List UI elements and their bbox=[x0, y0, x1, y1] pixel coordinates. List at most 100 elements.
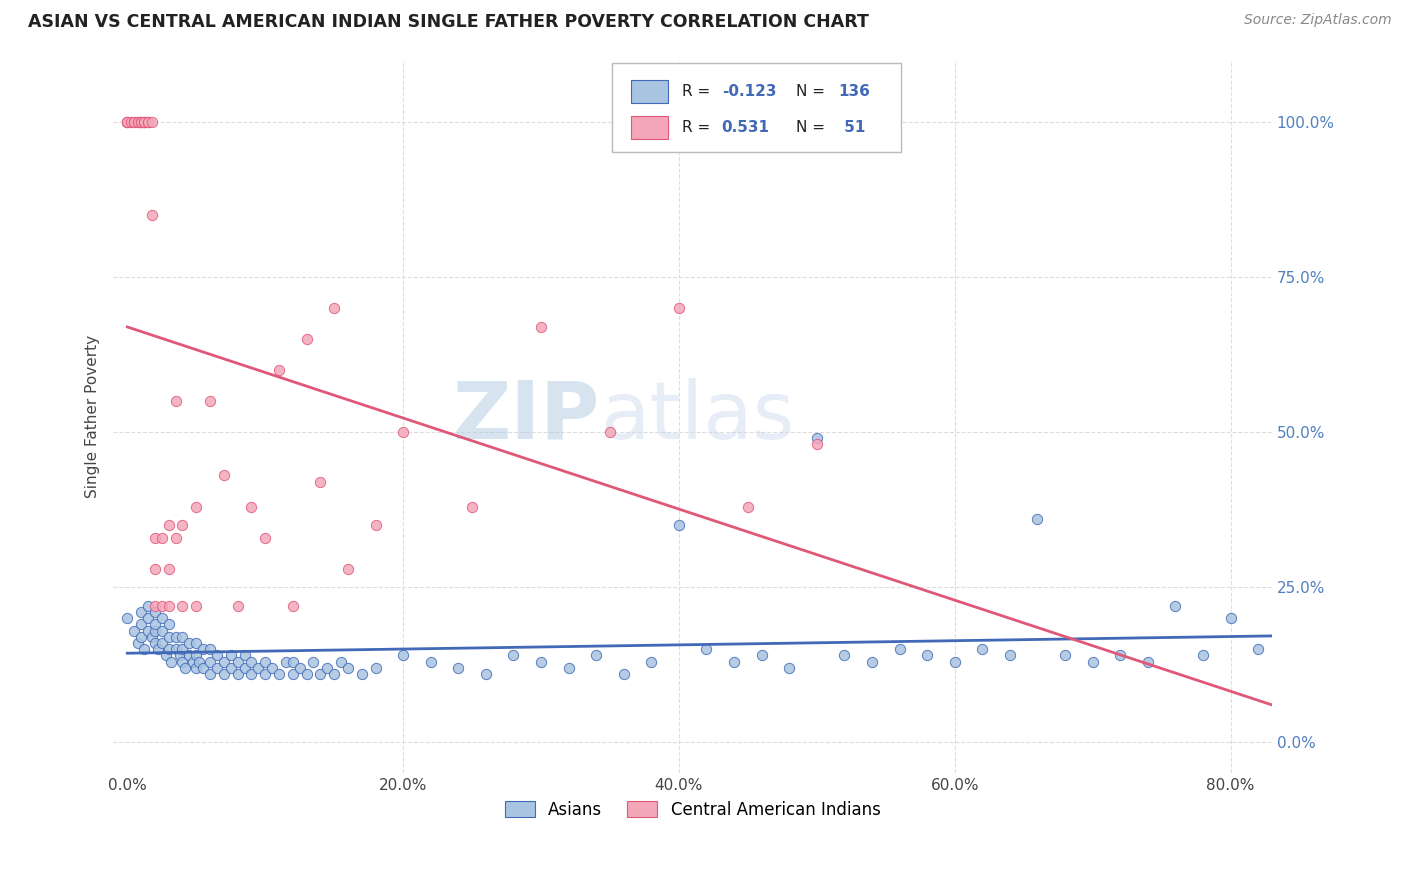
Point bbox=[186, 648, 208, 663]
Text: N =: N = bbox=[796, 120, 830, 136]
Point bbox=[188, 655, 211, 669]
Point bbox=[461, 500, 484, 514]
Point bbox=[117, 114, 139, 128]
Point bbox=[336, 561, 359, 575]
Point bbox=[302, 655, 325, 669]
Point bbox=[557, 661, 579, 675]
Point bbox=[186, 661, 208, 675]
Point bbox=[419, 655, 441, 669]
Point bbox=[323, 301, 346, 315]
Point bbox=[172, 655, 194, 669]
Point bbox=[155, 648, 177, 663]
Point bbox=[309, 667, 332, 681]
Point bbox=[281, 667, 304, 681]
Point bbox=[695, 642, 717, 657]
Point bbox=[254, 531, 277, 545]
Point bbox=[295, 332, 318, 346]
Point bbox=[117, 114, 139, 128]
Point bbox=[330, 655, 353, 669]
Point bbox=[172, 642, 194, 657]
Point bbox=[198, 667, 221, 681]
Point bbox=[143, 599, 166, 613]
Text: 0.531: 0.531 bbox=[721, 120, 769, 136]
Point bbox=[316, 661, 339, 675]
Point bbox=[392, 648, 415, 663]
Point bbox=[143, 605, 166, 619]
Point bbox=[127, 636, 149, 650]
Point bbox=[1081, 655, 1104, 669]
Point bbox=[915, 648, 938, 663]
FancyBboxPatch shape bbox=[631, 79, 668, 103]
Point bbox=[998, 648, 1021, 663]
Point bbox=[136, 599, 159, 613]
Point bbox=[157, 630, 180, 644]
Point bbox=[132, 642, 155, 657]
Text: -0.123: -0.123 bbox=[721, 85, 776, 99]
Point bbox=[191, 642, 214, 657]
Point bbox=[834, 648, 856, 663]
Point bbox=[179, 636, 201, 650]
Point bbox=[198, 394, 221, 409]
Point bbox=[943, 655, 966, 669]
Point bbox=[136, 624, 159, 638]
Point bbox=[502, 648, 524, 663]
Point bbox=[226, 655, 249, 669]
Point bbox=[1136, 655, 1159, 669]
Point bbox=[336, 661, 359, 675]
Point bbox=[122, 114, 145, 128]
Point bbox=[198, 642, 221, 657]
Point bbox=[364, 518, 387, 533]
Point bbox=[157, 518, 180, 533]
Point bbox=[226, 667, 249, 681]
Point bbox=[1219, 611, 1241, 625]
Point bbox=[233, 648, 256, 663]
FancyBboxPatch shape bbox=[631, 116, 668, 138]
Point bbox=[1026, 512, 1049, 526]
Y-axis label: Single Father Poverty: Single Father Poverty bbox=[86, 335, 100, 498]
Point bbox=[150, 531, 173, 545]
Point bbox=[205, 648, 228, 663]
Point bbox=[751, 648, 773, 663]
Point bbox=[599, 425, 621, 439]
Point bbox=[668, 301, 690, 315]
Point bbox=[122, 114, 145, 128]
Point bbox=[122, 624, 145, 638]
Point bbox=[240, 667, 263, 681]
Point bbox=[157, 561, 180, 575]
Point bbox=[186, 599, 208, 613]
Point bbox=[281, 599, 304, 613]
Point bbox=[132, 114, 155, 128]
Point bbox=[778, 661, 800, 675]
Point bbox=[117, 611, 139, 625]
Point bbox=[233, 661, 256, 675]
Point bbox=[254, 655, 277, 669]
Point bbox=[198, 655, 221, 669]
Point bbox=[288, 661, 311, 675]
Point bbox=[240, 500, 263, 514]
Point bbox=[186, 636, 208, 650]
Point bbox=[157, 642, 180, 657]
Point bbox=[350, 667, 373, 681]
Point bbox=[212, 667, 235, 681]
Point bbox=[1053, 648, 1076, 663]
Point bbox=[129, 617, 152, 632]
Legend: Asians, Central American Indians: Asians, Central American Indians bbox=[498, 795, 887, 826]
Point bbox=[127, 114, 149, 128]
Point bbox=[186, 500, 208, 514]
Point bbox=[143, 531, 166, 545]
Point bbox=[262, 661, 284, 675]
Point bbox=[150, 636, 173, 650]
Point bbox=[219, 648, 242, 663]
Point bbox=[475, 667, 498, 681]
Point bbox=[212, 468, 235, 483]
Point bbox=[172, 599, 194, 613]
Text: N =: N = bbox=[796, 85, 830, 99]
Text: ZIP: ZIP bbox=[453, 377, 600, 456]
Point bbox=[141, 630, 163, 644]
Point bbox=[267, 667, 290, 681]
Point bbox=[172, 518, 194, 533]
Point bbox=[129, 114, 152, 128]
Point bbox=[174, 661, 197, 675]
Point bbox=[191, 661, 214, 675]
Point bbox=[165, 531, 187, 545]
